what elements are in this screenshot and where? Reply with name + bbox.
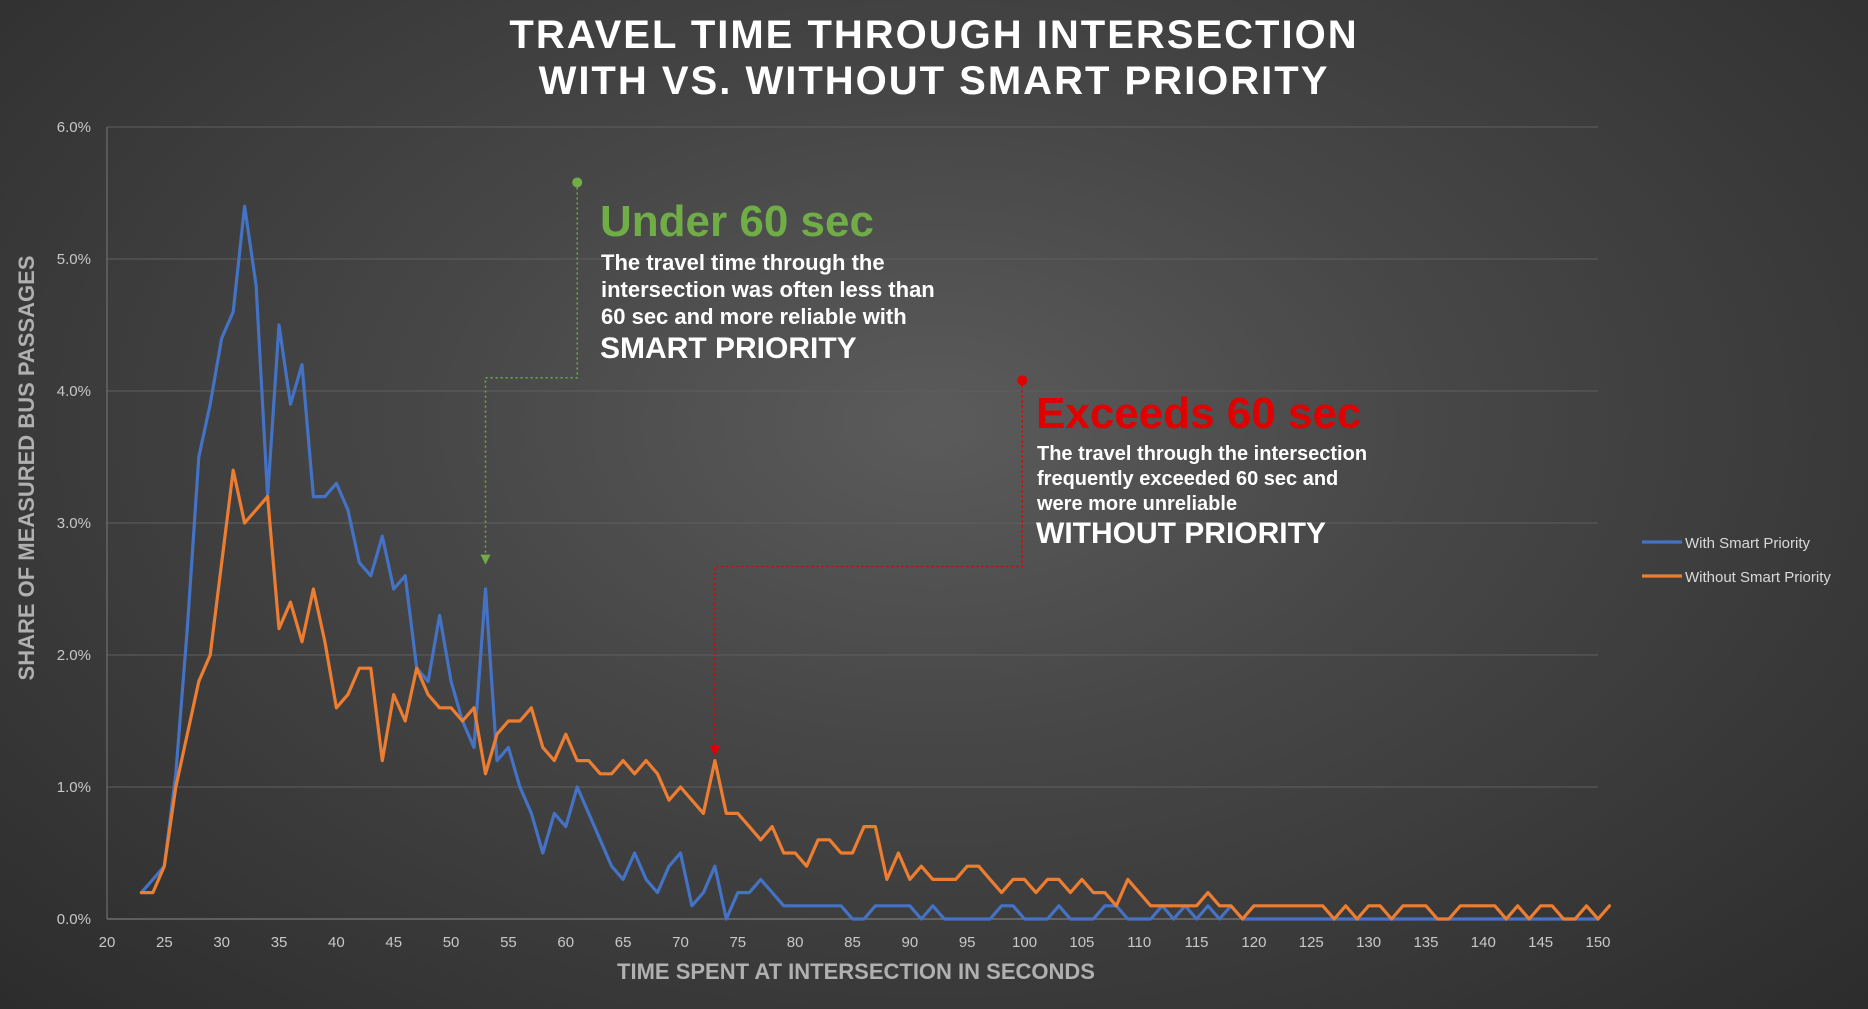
- x-tick-label: 115: [1185, 934, 1209, 951]
- annotation-leader-line: [484, 182, 578, 563]
- annotation-heading: Under 60 sec: [600, 197, 874, 246]
- x-tick-label: 65: [615, 934, 632, 951]
- annotation-under-60: Under 60 sec The travel time through thei…: [480, 177, 935, 565]
- x-tick-label: 125: [1299, 934, 1324, 951]
- annotation-exceeds-60: Exceeds 60 sec The travel through the int…: [709, 375, 1367, 756]
- annotation-body-line: frequently exceeded 60 sec and: [1037, 468, 1338, 490]
- x-tick-label: 120: [1241, 934, 1266, 951]
- x-tick-label: 145: [1528, 934, 1553, 951]
- x-tick-label: 25: [156, 934, 173, 951]
- chart-title-line-2: WITH VS. WITHOUT SMART PRIORITY: [539, 59, 1330, 103]
- x-tick-label: 90: [902, 934, 919, 951]
- x-tick-label: 100: [1012, 934, 1037, 951]
- annotation-arrow: [480, 554, 491, 565]
- series-line-without-smart-priority: [139, 468, 1612, 921]
- x-tick-label: 135: [1413, 934, 1438, 951]
- y-tick-label: 3.0%: [57, 515, 91, 532]
- annotation-body-line: intersection was often less than: [601, 277, 935, 302]
- legend: With Smart Priority Without Smart Priorit…: [1642, 535, 1831, 586]
- x-axis-label: TIME SPENT AT INTERSECTION IN SECONDS: [617, 959, 1095, 984]
- x-tick-labels: 20 25 30 35 40 45 50 55 60 65 70 75 80 85 90 95 100 105 11…: [99, 934, 1611, 951]
- y-tick-label: 6.0%: [57, 119, 91, 136]
- legend-label: With Smart Priority: [1685, 535, 1811, 552]
- annotation-emphasis: SMART PRIORITY: [600, 332, 857, 365]
- annotation-leader-line: [714, 380, 1023, 754]
- annotation-emphasis: WITHOUT PRIORITY: [1036, 517, 1326, 550]
- y-tick-label: 4.0%: [57, 383, 91, 400]
- y-tick-label: 2.0%: [57, 647, 91, 664]
- y-tick-label: 5.0%: [57, 251, 91, 268]
- x-tick-label: 75: [729, 934, 746, 951]
- y-tick-label: 0.0%: [57, 911, 91, 928]
- annotations: Under 60 sec The travel time through thei…: [480, 177, 1367, 756]
- legend-label: Without Smart Priority: [1685, 569, 1831, 586]
- series-lines: [139, 204, 1612, 921]
- annotation-body-line: were more unreliable: [1036, 493, 1237, 515]
- x-tick-label: 105: [1069, 934, 1094, 951]
- chart-title-line-1: TRAVEL TIME THROUGH INTERSECTION: [509, 13, 1358, 57]
- x-tick-label: 95: [959, 934, 976, 951]
- annotation-arrow: [709, 746, 720, 756]
- x-tick-label: 30: [213, 934, 230, 951]
- x-tick-label: 150: [1585, 934, 1610, 951]
- x-tick-label: 130: [1356, 934, 1381, 951]
- x-tick-label: 80: [787, 934, 804, 951]
- y-axis-label: SHARE OF MEASURED BUS PASSAGES: [14, 256, 39, 681]
- x-tick-label: 20: [99, 934, 116, 951]
- x-tick-label: 55: [500, 934, 517, 951]
- annotation-dot: [572, 177, 583, 188]
- x-tick-label: 50: [443, 934, 460, 951]
- x-tick-label: 60: [557, 934, 574, 951]
- y-tick-labels: 0.0% 1.0% 2.0% 3.0% 4.0% 5.0% 6.0%: [57, 119, 91, 928]
- x-tick-label: 70: [672, 934, 689, 951]
- y-tick-label: 1.0%: [57, 779, 91, 796]
- x-tick-label: 140: [1471, 934, 1496, 951]
- x-tick-label: 35: [271, 934, 288, 951]
- x-tick-label: 85: [844, 934, 861, 951]
- x-tick-label: 110: [1127, 934, 1151, 951]
- annotation-dot: [1017, 375, 1028, 386]
- x-tick-label: 40: [328, 934, 345, 951]
- annotation-body-line: The travel through the intersection: [1037, 443, 1367, 465]
- annotation-body-line: The travel time through the: [601, 250, 885, 275]
- annotation-heading: Exceeds 60 sec: [1036, 389, 1361, 438]
- x-tick-label: 45: [385, 934, 402, 951]
- annotation-body-line: 60 sec and more reliable with: [601, 304, 907, 329]
- gridlines: [107, 126, 1598, 920]
